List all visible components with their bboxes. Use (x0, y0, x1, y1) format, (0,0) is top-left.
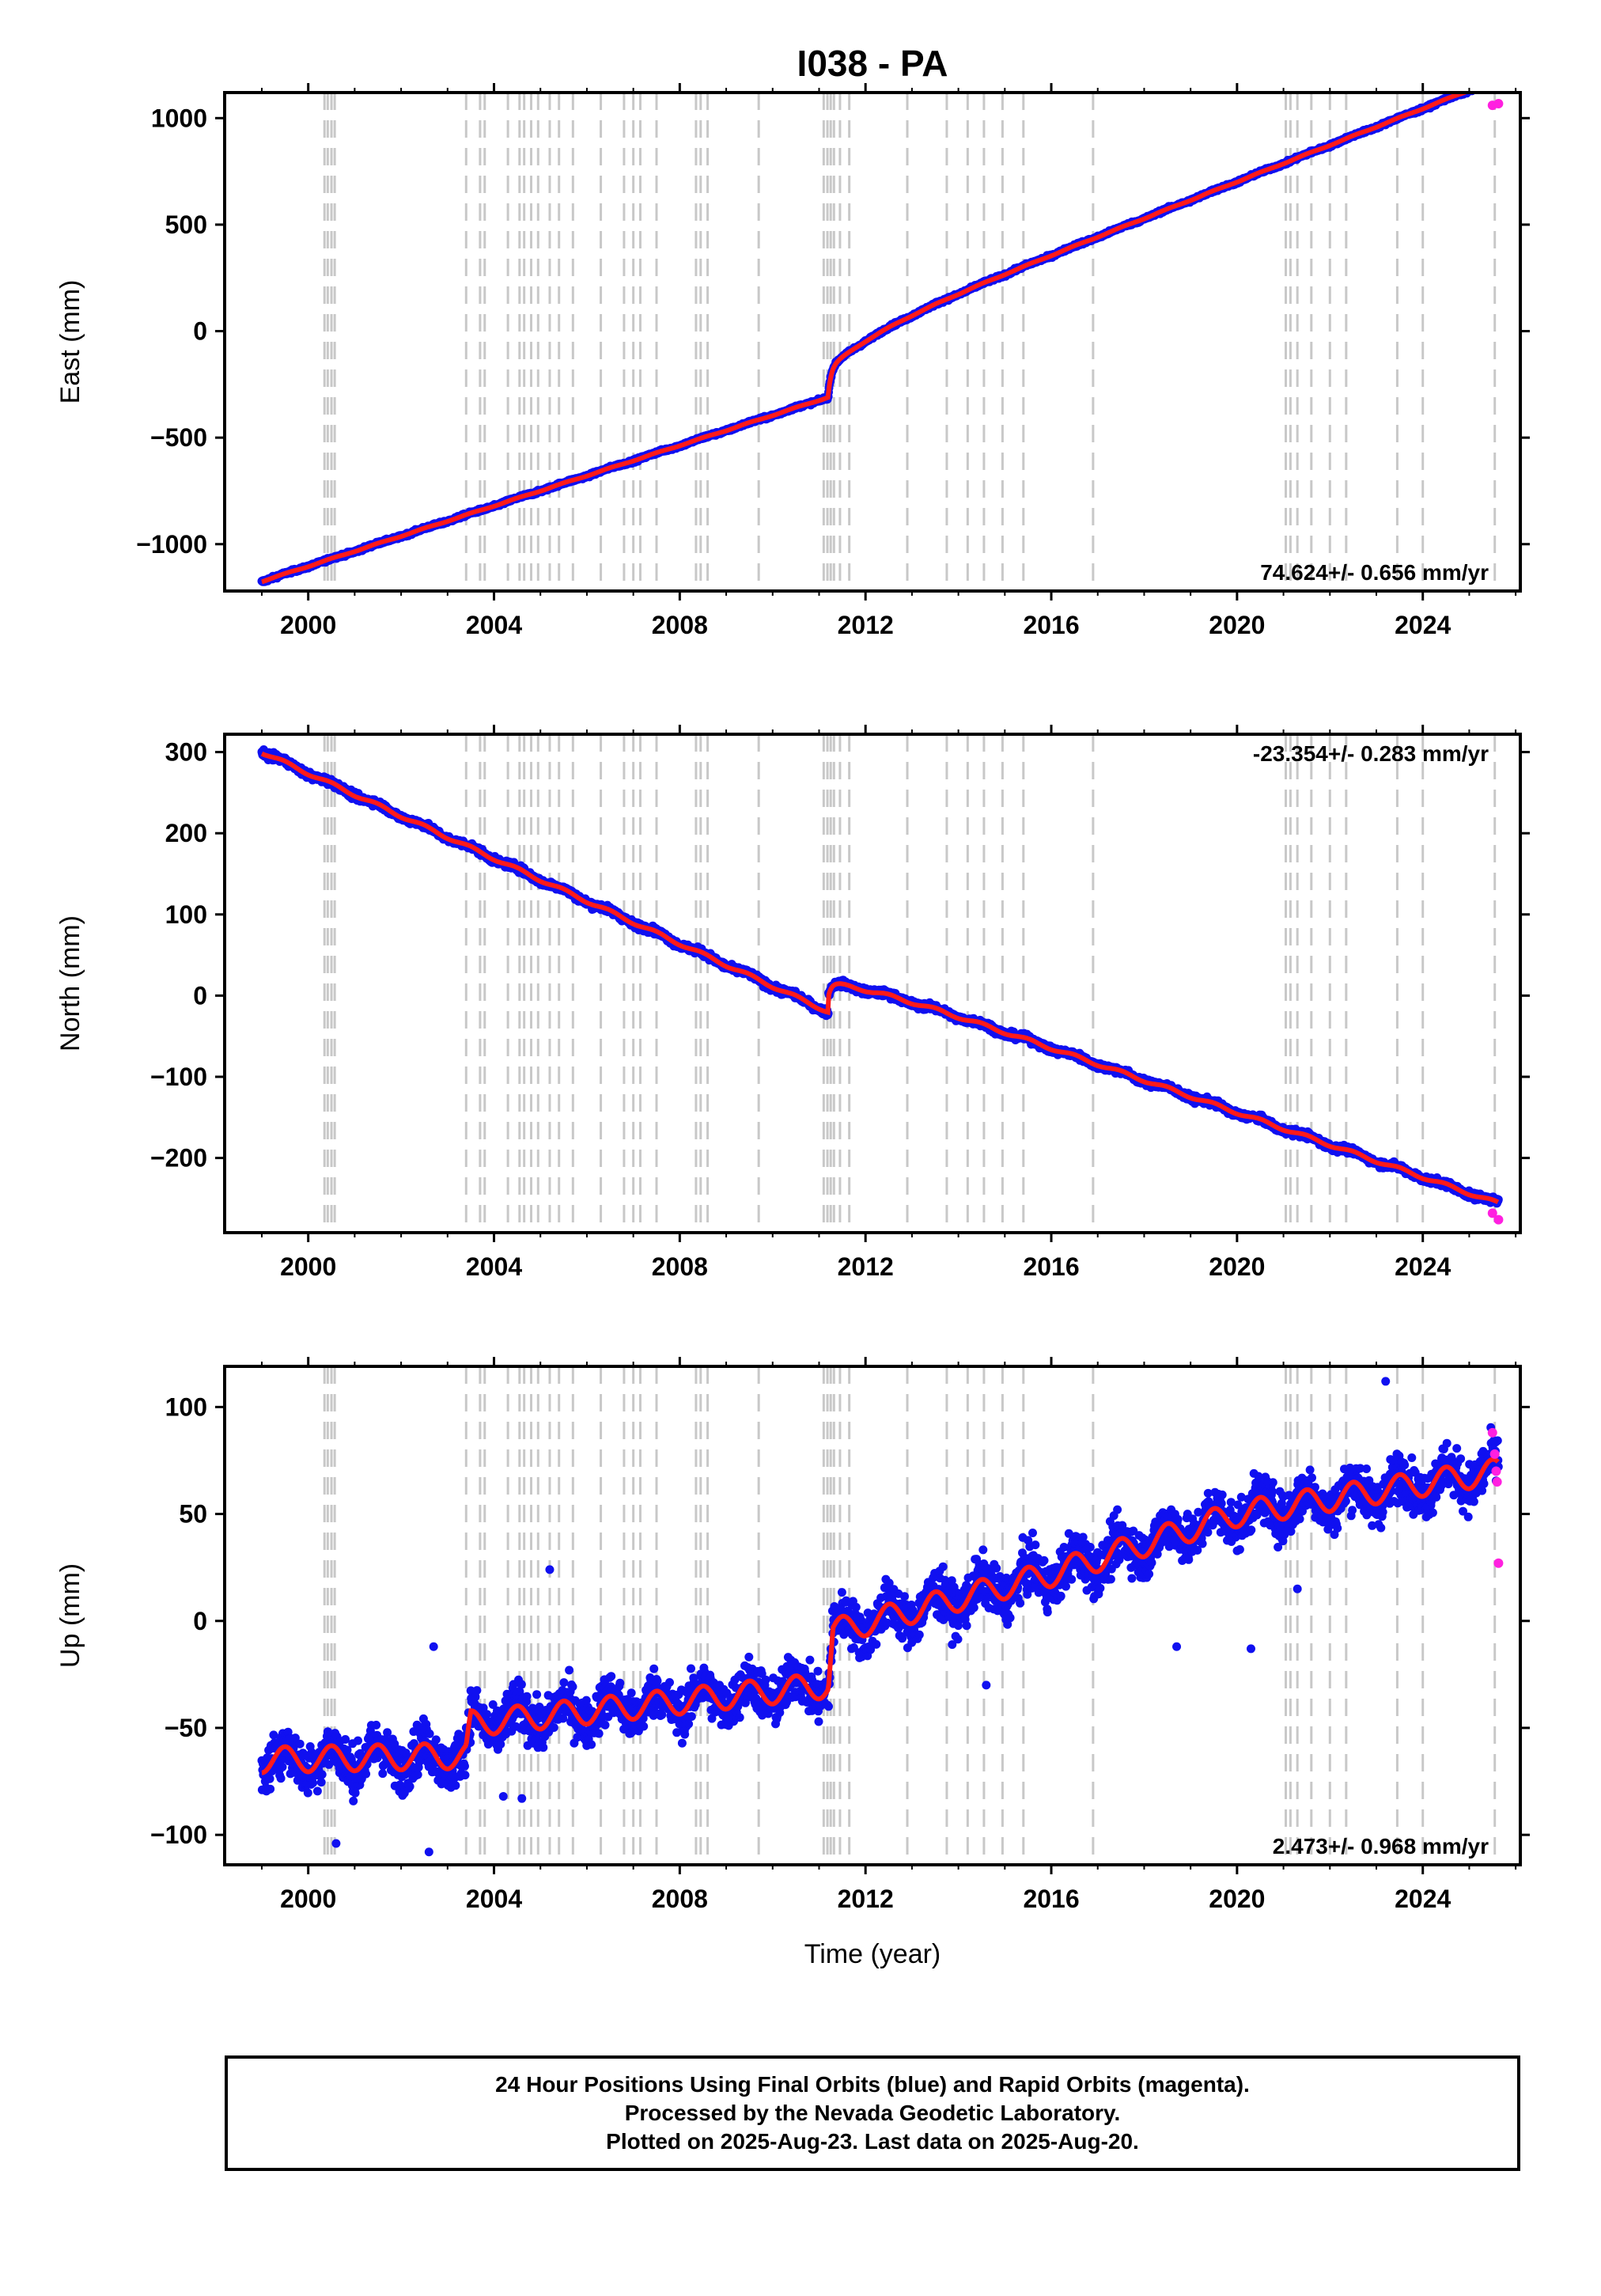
rapid-point (1493, 99, 1504, 108)
final-point (1484, 80, 1493, 89)
final-point (1475, 81, 1484, 89)
final-point (1485, 78, 1493, 87)
x-tick-label: 2004 (466, 611, 522, 639)
final-point (1486, 78, 1495, 86)
final-point (1486, 78, 1494, 86)
final-point (1487, 77, 1496, 85)
final-point (1478, 80, 1487, 89)
y-tick-label: 0 (193, 317, 207, 346)
final-point (1492, 74, 1501, 83)
final-point (1479, 79, 1488, 88)
model-fit-line (261, 93, 1471, 585)
final-point (1473, 83, 1482, 92)
final-point (1478, 81, 1486, 90)
final-point (1482, 80, 1490, 89)
final-point (1484, 78, 1493, 87)
panel-east: 2000 2004 2008 2012 2016 2020 2024 −1000 −500 0 50… (55, 74, 1530, 639)
final-point (1494, 74, 1503, 82)
final-point (1480, 81, 1489, 90)
final-point (1476, 81, 1485, 90)
y-tick-label: 1000 (151, 104, 207, 132)
x-tick-label: 2012 (838, 611, 894, 639)
final-point (1480, 80, 1489, 89)
x-tick-label: 2000 (280, 611, 336, 639)
final-point (1470, 82, 1478, 91)
chart-title: I038 - PA (797, 43, 948, 84)
final-point (1488, 76, 1497, 85)
final-point (1489, 76, 1497, 85)
final-point (1488, 76, 1497, 85)
final-point (1489, 76, 1498, 85)
rapid-orbit-points (1487, 99, 1504, 111)
final-point (1474, 81, 1483, 90)
final-point (1478, 80, 1486, 89)
y-tick-label: 500 (165, 210, 207, 239)
y-tick-label: −500 (150, 423, 207, 452)
rate-label: 74.624+/- 0.656 mm/yr (1260, 560, 1489, 585)
final-point (1473, 82, 1482, 91)
y-tick-label: −1000 (136, 530, 207, 559)
x-tick-label: 2020 (1209, 611, 1265, 639)
final-point (1470, 83, 1478, 92)
final-point (1471, 84, 1480, 93)
final-point (1478, 81, 1487, 90)
final-point (1479, 81, 1488, 89)
final-point (1487, 76, 1496, 85)
x-tick-label: 2008 (652, 611, 708, 639)
final-point (1483, 78, 1492, 86)
final-point (1481, 81, 1489, 89)
final-point (1482, 80, 1490, 89)
final-point (1493, 74, 1502, 83)
y-axis: −1000 −500 0 500 1000 (136, 104, 1530, 559)
panels: 2000 2004 2008 2012 2016 2020 2024 −1000 −500 0 50… (55, 74, 1530, 1969)
final-point (1489, 76, 1497, 85)
final-point (1472, 83, 1481, 92)
final-point (1480, 78, 1489, 87)
plot-frame (223, 91, 1522, 593)
y-axis-label: East (mm) (55, 280, 85, 404)
final-point (1489, 76, 1498, 85)
final-point (1493, 74, 1501, 83)
final-point (1493, 74, 1501, 83)
final-point (1481, 79, 1489, 88)
final-point (1475, 82, 1484, 91)
final-point (1493, 76, 1502, 85)
final-point (1485, 78, 1493, 87)
final-point (1490, 75, 1499, 84)
final-point (1491, 76, 1500, 85)
x-tick-label: 2024 (1395, 611, 1451, 639)
final-point (1482, 78, 1491, 86)
final-point (1483, 78, 1492, 86)
final-point (1477, 82, 1486, 91)
event-lines (323, 93, 1497, 591)
final-point (1486, 77, 1494, 85)
x-tick-label: 2016 (1023, 611, 1079, 639)
final-point (1482, 78, 1491, 87)
final-point (1491, 75, 1500, 84)
final-point (1476, 82, 1485, 91)
final-point (1491, 75, 1500, 84)
final-point (1474, 81, 1482, 90)
final-point (1492, 76, 1501, 85)
final-point (1477, 81, 1486, 89)
final-point (1486, 77, 1495, 85)
final-point (1470, 84, 1479, 93)
final-point (1474, 81, 1483, 90)
event-lines (323, 734, 1497, 1233)
final-point (1474, 83, 1482, 92)
x-axis: 2000 2004 2008 2012 2016 2020 2024 (260, 83, 1517, 639)
panel-north: 2000 2004 2008 2012 2016 2020 2024−200−1000100… (55, 725, 1530, 1281)
final-point (1490, 75, 1499, 84)
